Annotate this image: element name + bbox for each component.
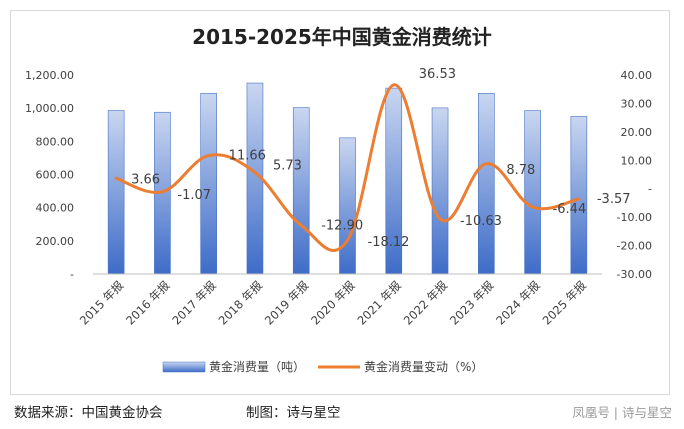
x-tick-label: 2019 年报 xyxy=(262,278,312,328)
x-tick-label: 2023 年报 xyxy=(447,278,497,328)
right-axis-tick: -20.00 xyxy=(617,240,652,253)
line-data-label: -6.44 xyxy=(553,202,587,217)
x-tick-label: 2022 年报 xyxy=(401,278,451,328)
x-tick-label: 2024 年报 xyxy=(493,278,543,328)
legend-bar-swatch xyxy=(162,361,206,373)
bar xyxy=(570,116,588,275)
left-axis-tick: 600.00 xyxy=(36,169,75,182)
left-axis: - 200.00 400.00 600.00 800.00 1,000.00 1,200.0… xyxy=(25,69,74,281)
x-tick-label: 2025 年报 xyxy=(540,278,590,328)
line-data-label: -10.63 xyxy=(460,214,502,229)
watermark: 凤凰号 | 诗与星空 xyxy=(572,405,672,420)
legend-line-label: 黄金消费量变动（%） xyxy=(364,359,483,374)
x-tick-label: 2016 年报 xyxy=(123,278,173,328)
left-axis-tick: 200.00 xyxy=(36,235,75,248)
line-data-label: 3.66 xyxy=(131,172,160,187)
line-data-label: -1.07 xyxy=(177,188,211,203)
chart-credit: 制图：诗与星空 xyxy=(246,405,341,421)
right-axis-tick: 30.00 xyxy=(621,97,653,110)
data-source: 数据来源：中国黄金协会 xyxy=(14,405,163,421)
x-tick-label: 2020 年报 xyxy=(308,278,358,328)
line-data-label: 36.53 xyxy=(419,67,456,82)
left-axis-tick: 1,200.00 xyxy=(25,69,74,82)
line-data-label: -3.57 xyxy=(597,192,631,207)
right-axis-tick: 10.00 xyxy=(621,154,653,167)
x-tick-label: 2017 年报 xyxy=(169,278,219,328)
line-data-label: 8.78 xyxy=(506,163,535,178)
left-axis-tick: - xyxy=(70,268,74,281)
chart-title: 2015-2025年中国黄金消费统计 xyxy=(192,25,492,49)
line-data-label: 5.73 xyxy=(273,158,302,173)
x-tick-label: 2018 年报 xyxy=(216,278,266,328)
bar xyxy=(107,110,125,275)
line-path xyxy=(114,83,581,252)
bar xyxy=(200,93,217,275)
right-axis-tick: -30.00 xyxy=(617,268,652,281)
bar xyxy=(524,110,541,275)
legend: 黄金消费量（吨） 黄金消费量变动（%） xyxy=(162,359,483,374)
legend-bar-label: 黄金消费量（吨） xyxy=(209,359,305,374)
left-axis-tick: 400.00 xyxy=(36,202,75,215)
bar-series xyxy=(107,82,588,275)
left-axis-tick: 800.00 xyxy=(36,135,75,148)
line-series: 3.66 -1.07 11.66 5.73 -12.90 -18.12 36.53 -10.6… xyxy=(114,67,631,252)
x-tick-label: 2021 年报 xyxy=(354,278,404,328)
bar xyxy=(339,137,356,275)
x-tick-label: 2015 年报 xyxy=(77,278,127,328)
right-axis-tick: -10.00 xyxy=(617,211,652,224)
bar xyxy=(431,107,449,275)
line-data-label: -18.12 xyxy=(368,235,410,250)
line-data-label: 11.66 xyxy=(229,149,266,164)
right-axis-tick: - xyxy=(648,183,652,196)
bar xyxy=(292,107,310,275)
line-data-label: -12.90 xyxy=(321,218,363,233)
bar xyxy=(478,92,495,275)
right-axis-tick: 20.00 xyxy=(621,126,653,139)
right-axis-tick: 40.00 xyxy=(621,69,653,82)
left-axis-tick: 1,000.00 xyxy=(25,102,74,115)
